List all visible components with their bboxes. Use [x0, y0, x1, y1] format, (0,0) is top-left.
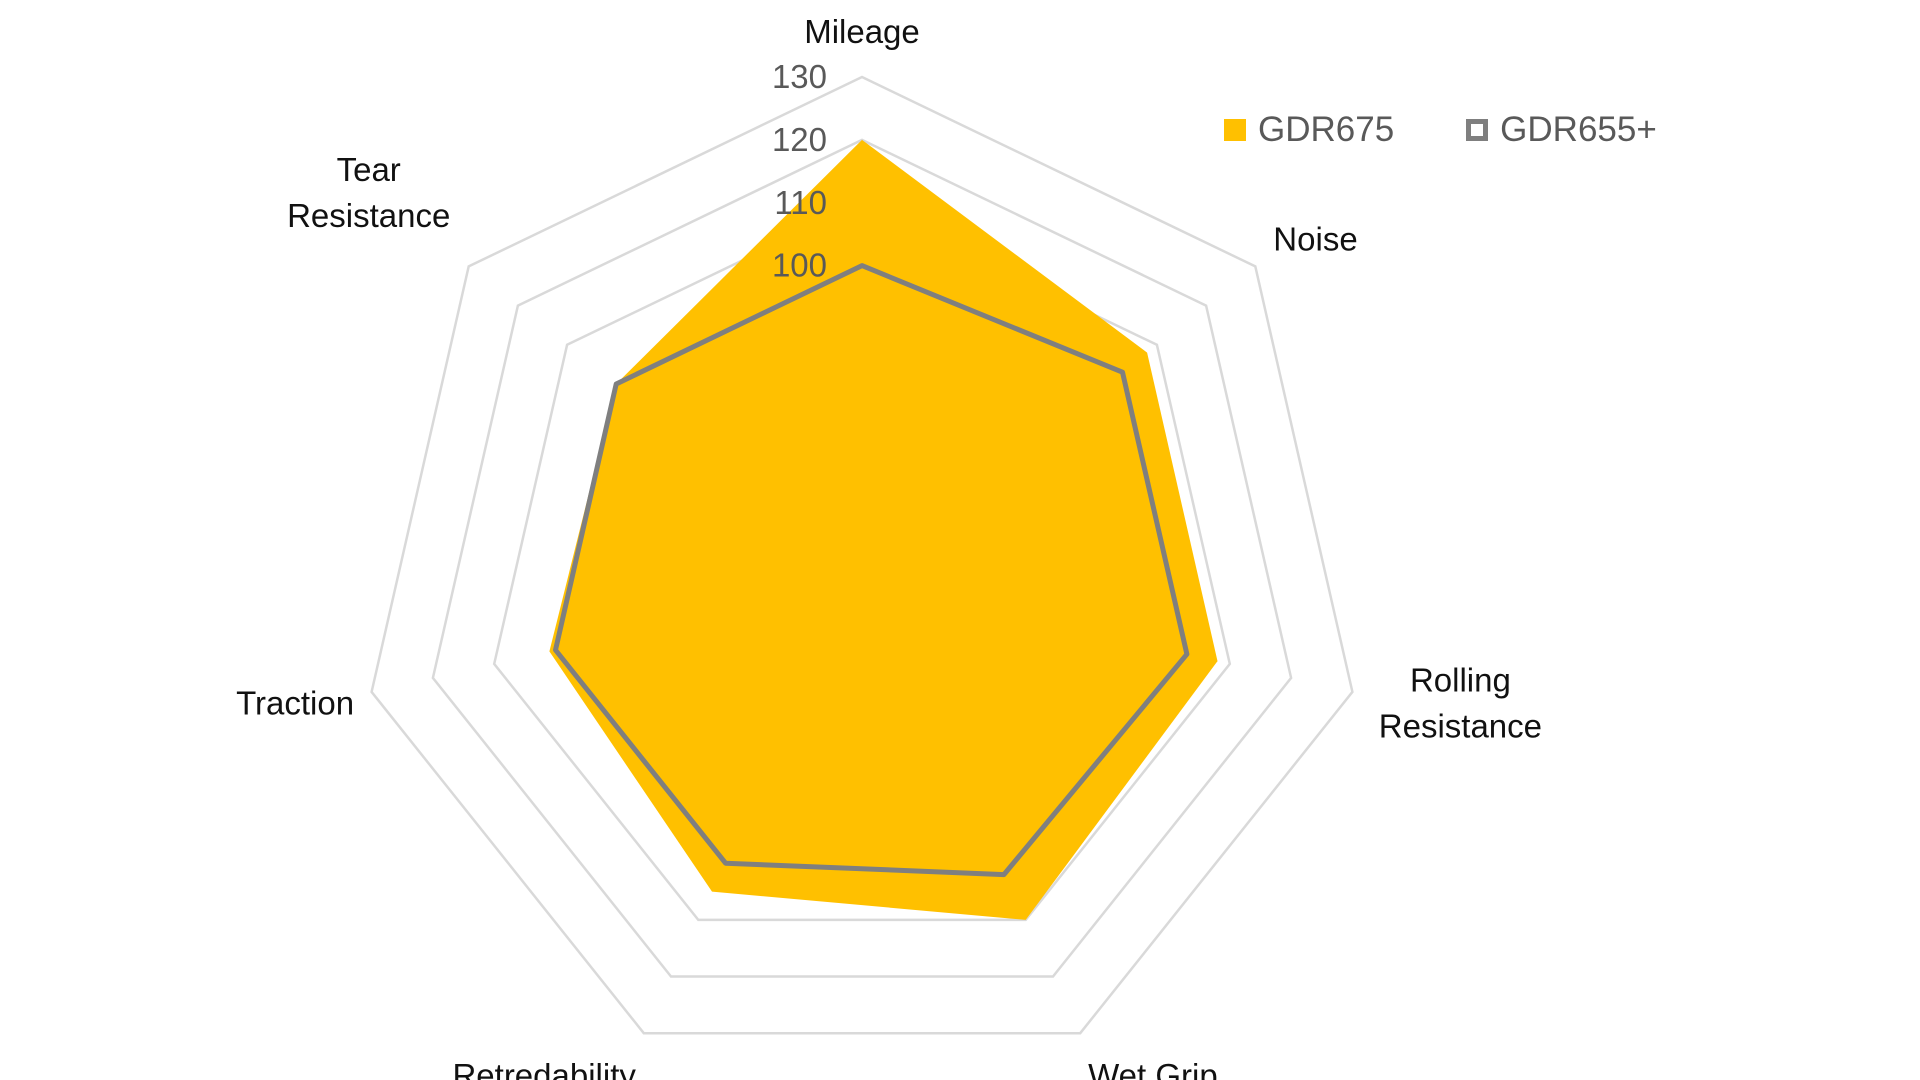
category-label-tear-resistance: Tear Resistance [287, 151, 450, 234]
category-label-traction: Traction [236, 685, 354, 722]
legend-label-gdr675: GDR675 [1258, 110, 1395, 149]
grid-ring-130 [370, 75, 1354, 1035]
legend-swatch-gdr655plus [1466, 118, 1489, 141]
legend-entry-gdr655plus: GDR655+ [1466, 112, 1657, 147]
grid-ring-120 [431, 138, 1293, 978]
category-label-wet-grip: Wet Grip [1088, 1057, 1218, 1080]
category-label-rolling-resistance: Rolling Resistance [1379, 662, 1542, 745]
radial-tick-100: 100 [772, 247, 827, 284]
legend-label-gdr655plus: GDR655+ [1500, 110, 1657, 149]
radial-tick-130: 130 [772, 58, 827, 95]
series-layer [549, 139, 1218, 920]
legend-entry-gdr675: GDR675 [1224, 112, 1394, 147]
series-line-gdr655plus [553, 263, 1190, 878]
radial-tick-110: 110 [774, 184, 827, 221]
series-area-gdr675 [549, 139, 1218, 920]
radial-tick-120: 120 [772, 121, 827, 158]
category-label-retredability: Retredability [452, 1057, 636, 1080]
category-label-mileage: Mileage [804, 13, 920, 50]
legend-swatch-gdr675 [1224, 118, 1246, 141]
category-label-noise: Noise [1273, 220, 1357, 257]
category-labels: Mileage Noise Rolling Resistance Wet Grip Ret… [236, 13, 1542, 1080]
radial-tick-labels: 100 110 120 130 [772, 58, 827, 284]
grid-ring-110 [492, 201, 1232, 922]
legend: GDR675 GDR655+ [1224, 112, 1657, 147]
